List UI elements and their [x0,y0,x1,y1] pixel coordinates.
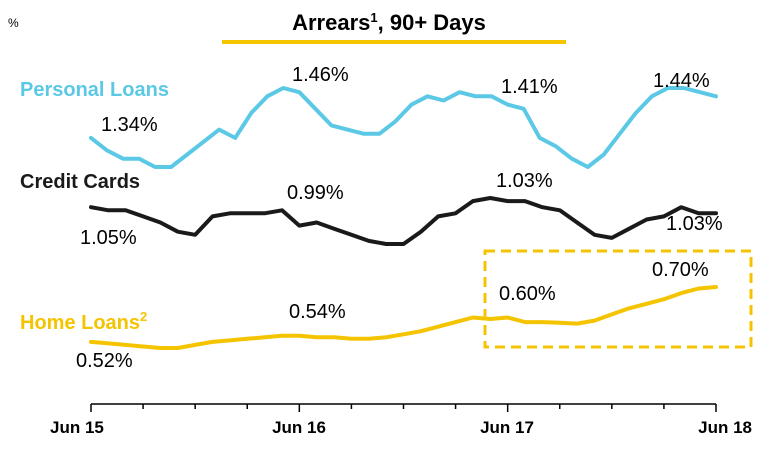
chart-title: Arrears1, 90+ Days [292,10,486,35]
data-label-personal-3: 1.41% [501,76,558,98]
home-loans-line [89,285,718,350]
series-label-personal-loans: Personal Loans [20,79,169,101]
series-label-home-loans: Home Loans2 [20,309,147,334]
data-label-home-3: 0.60% [499,283,556,305]
data-label-credit-1: 1.05% [80,227,137,249]
data-label-personal-1: 1.34% [101,114,158,136]
unit-label: % [8,16,19,30]
data-label-credit-4: 1.03% [666,213,723,235]
x-axis-ticks: Jun 15 Jun 16 Jun 17 Jun 18 [50,404,752,437]
credit-cards-line [89,196,718,246]
data-label-home-4: 0.70% [652,259,709,281]
highlight-box [483,249,753,349]
x-tick-label: Jun 18 [698,418,752,437]
data-label-credit-3: 1.03% [496,170,553,192]
data-label-personal-4: 1.44% [653,70,710,92]
data-label-home-1: 0.52% [76,350,133,372]
data-label-credit-2: 0.99% [287,182,344,204]
x-tick-label: Jun 17 [480,418,534,437]
series-label-credit-cards: Credit Cards [20,171,140,193]
x-tick-label: Jun 16 [272,418,326,437]
data-label-home-2: 0.54% [289,301,346,323]
data-label-personal-2: 1.46% [292,64,349,86]
x-tick-label: Jun 15 [50,418,104,437]
personal-loans-line [89,86,718,169]
